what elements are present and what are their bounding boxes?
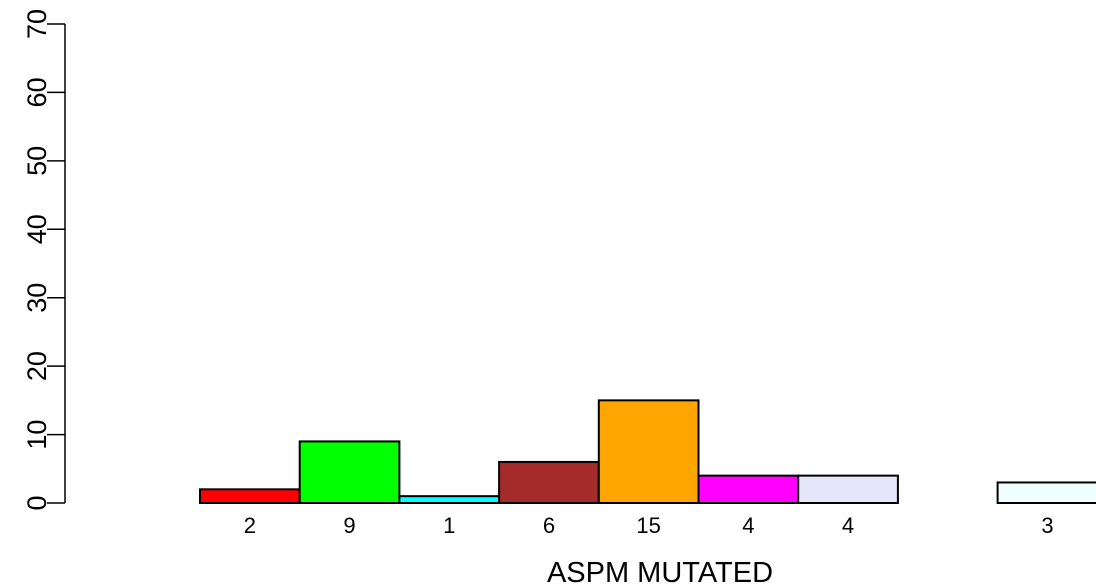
bar-label: 6: [543, 513, 555, 538]
y-tick-label: 30: [22, 283, 52, 313]
bar-label: 4: [842, 513, 854, 538]
y-tick-label: 40: [22, 214, 52, 244]
bar: [498, 460, 600, 505]
y-tick-label: 60: [22, 77, 52, 107]
y-tick-label: 0: [22, 495, 52, 510]
bar-label: 15: [636, 513, 660, 538]
y-tick-label: 20: [22, 351, 52, 381]
y-tick-label: 10: [22, 420, 52, 450]
bars: [199, 399, 1096, 505]
y-tick-label: 70: [22, 9, 52, 39]
x-axis-label: ASPM MUTATED: [547, 557, 773, 587]
bar: [597, 399, 700, 505]
bar-labels: 2 9 1 6 15 4 4 3: [244, 513, 1054, 538]
y-axis: 0 10 20 30 40 50 60 70: [22, 9, 66, 511]
y-tick-label: 50: [22, 146, 52, 176]
bar: [797, 474, 899, 504]
bar-label: 1: [443, 513, 455, 538]
bar: [996, 481, 1096, 505]
bar: [697, 474, 800, 504]
bar-label: 3: [1041, 513, 1053, 538]
bar-label: 2: [244, 513, 256, 538]
bar: [398, 495, 501, 504]
bar: [199, 488, 301, 505]
bar-label: 9: [343, 513, 355, 538]
bar: [298, 440, 401, 504]
bar-label: 4: [742, 513, 754, 538]
